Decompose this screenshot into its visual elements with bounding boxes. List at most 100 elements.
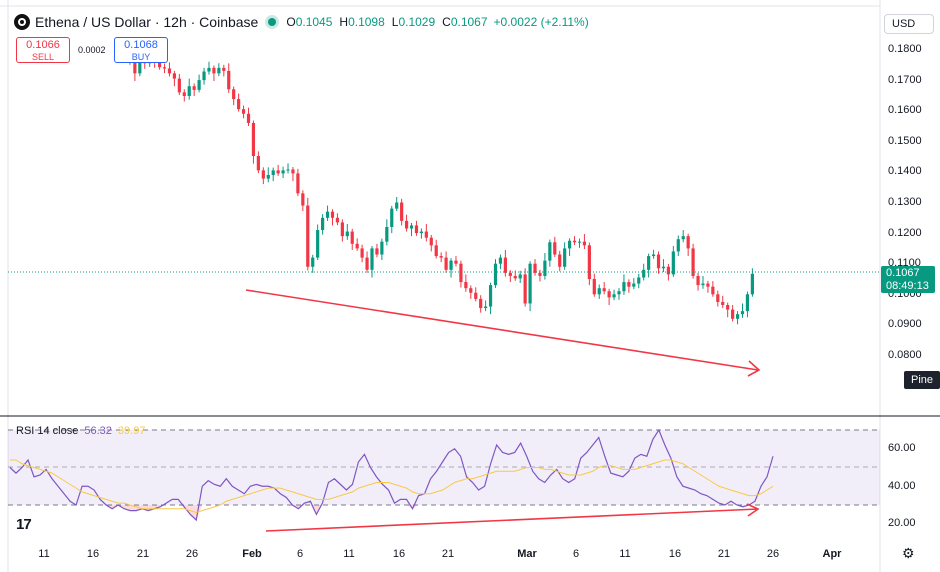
candle [400, 198, 404, 226]
price-axis-tick: 0.0900 [888, 318, 922, 330]
candle [716, 290, 720, 307]
candle [518, 270, 522, 283]
candle [281, 166, 285, 179]
candle [187, 78, 191, 100]
candle [602, 282, 606, 295]
price-axis-tick: 0.1700 [888, 74, 922, 86]
last-price-tag: 0.1067 08:49:13 [881, 266, 935, 293]
candle [291, 167, 295, 182]
time-axis-tick: Apr [822, 548, 842, 560]
candle [251, 120, 256, 164]
rsi-legend-name: RSI 14 close [16, 425, 79, 437]
rsi-axis-tick: 20.00 [888, 517, 916, 529]
ohlc-open: O0.1045 [286, 15, 333, 29]
time-axis-tick: 26 [766, 548, 780, 560]
tradingview-logo[interactable]: 17 [16, 516, 32, 533]
candle [414, 220, 419, 236]
candle [553, 236, 557, 257]
candle [459, 260, 463, 288]
candle [484, 300, 488, 312]
ohlc-close: C0.1067 [442, 15, 488, 29]
time-axis-tick: 6 [296, 548, 304, 560]
candle [449, 258, 453, 278]
candle [750, 268, 754, 297]
candle [350, 228, 354, 250]
sell-label: SELL [31, 52, 55, 62]
candle [375, 243, 379, 258]
candle [256, 151, 260, 174]
candle [177, 73, 181, 96]
candle [409, 223, 414, 237]
candle [661, 259, 666, 272]
time-axis-tick: 6 [572, 548, 580, 560]
price-axis-tick: 0.1300 [888, 196, 922, 208]
candle [316, 224, 320, 261]
candle [172, 70, 176, 87]
candle [227, 63, 231, 93]
candle [237, 93, 241, 112]
candle [647, 253, 651, 278]
candle [404, 214, 409, 232]
sell-button[interactable]: 0.1066 SELL [16, 37, 70, 63]
candle [306, 197, 310, 271]
candle [508, 270, 512, 283]
candle [721, 295, 725, 309]
rsi-trendline [265, 503, 760, 532]
candle [390, 205, 394, 234]
bar-countdown: 08:49:13 [886, 280, 929, 292]
candle [464, 274, 468, 292]
candle [676, 235, 680, 257]
candle [182, 89, 186, 102]
candle [498, 254, 503, 270]
candle [533, 259, 537, 276]
candle [246, 107, 251, 126]
rsi-legend[interactable]: RSI 14 close 56.32 39.97 [16, 425, 145, 437]
price-axis-tick: 0.1600 [888, 104, 922, 116]
candle [385, 219, 389, 246]
candle [479, 295, 483, 313]
candle [167, 62, 172, 77]
coin-icon[interactable] [14, 14, 30, 30]
time-axis-tick: 16 [668, 548, 682, 560]
candle [434, 239, 438, 259]
candle [454, 256, 458, 267]
candle [612, 289, 616, 301]
candle [207, 61, 211, 75]
time-axis-tick: Feb [242, 548, 262, 560]
candle [627, 279, 631, 293]
time-axis-tick: 16 [392, 548, 406, 560]
candle [637, 273, 641, 289]
buy-button[interactable]: 0.1068 BUY [114, 37, 168, 63]
candle [488, 282, 493, 315]
settings-gear-icon[interactable]: ⚙ [902, 545, 915, 561]
price-axis-tick: 0.1400 [888, 165, 922, 177]
candle [355, 238, 359, 251]
candle [582, 234, 587, 250]
pine-label[interactable]: Pine [904, 371, 940, 389]
candle [493, 259, 498, 288]
candle [261, 167, 265, 185]
ohlc-high: H0.1098 [339, 15, 385, 29]
candle [162, 63, 167, 74]
candle [656, 251, 661, 274]
candle [543, 252, 547, 280]
candle [745, 291, 750, 318]
candle [617, 288, 621, 300]
candle [365, 251, 369, 273]
candle [607, 288, 611, 306]
candle [523, 268, 527, 307]
candle [395, 196, 399, 212]
candle [735, 311, 740, 325]
candle [503, 249, 507, 277]
spread-value: 0.0002 [78, 45, 106, 55]
symbol-header: Ethena / US Dollar · 12h · Coinbase O0.1… [14, 13, 589, 31]
candle [474, 287, 478, 302]
currency-selector[interactable]: USD [884, 14, 934, 34]
symbol-title[interactable]: Ethena / US Dollar · 12h · Coinbase [35, 14, 259, 30]
candle [592, 273, 596, 297]
candle [345, 223, 349, 240]
candle [311, 254, 315, 273]
price-trendline [245, 289, 761, 377]
candle [286, 163, 290, 174]
